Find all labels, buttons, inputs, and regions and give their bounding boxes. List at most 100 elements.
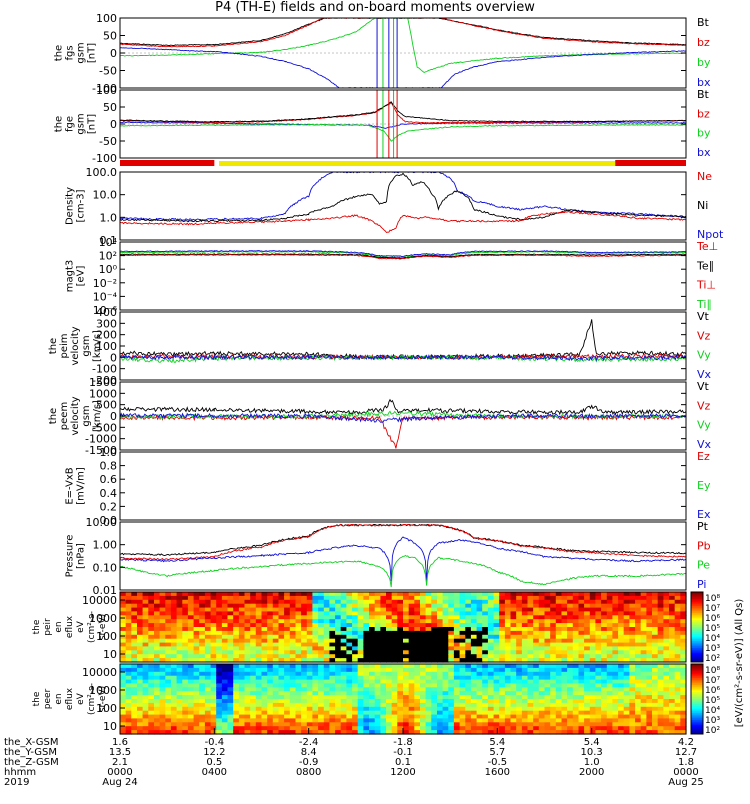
- spec-cell-peer: [550, 730, 557, 735]
- spec-cell-peer: [125, 714, 132, 720]
- spec-cell-peir: [187, 599, 195, 605]
- spec-cell-peir: [567, 615, 574, 620]
- spec-cell-peer: [465, 706, 472, 712]
- spec-cell-peer: [657, 699, 664, 704]
- spec-cell-peer: [442, 679, 449, 685]
- spec-cell-peer: [623, 722, 630, 727]
- spec-cell-peer: [527, 664, 534, 669]
- spec-cell-peer: [329, 675, 336, 681]
- spec-cell-peer: [431, 691, 438, 696]
- spec-cell-peir: [227, 638, 234, 644]
- spec-cell-peir: [635, 599, 642, 605]
- spec-cell-peer: [493, 702, 500, 708]
- spec-cell-peer: [120, 691, 127, 696]
- spec-cell-peer: [533, 726, 540, 731]
- spec-cell-peir: [374, 654, 381, 659]
- spec-cell-peir: [233, 634, 240, 640]
- spec-cell-peer: [669, 675, 676, 681]
- spec-cell-peer: [318, 726, 325, 731]
- spec-cell-peir: [606, 619, 614, 624]
- spec-cell-peer: [504, 675, 512, 681]
- spec-cell-peir: [227, 607, 234, 613]
- spec-cell-peir: [612, 592, 619, 597]
- spec-cell-peer: [210, 664, 217, 669]
- spec-cell-peir: [227, 642, 234, 648]
- spec-cell-peir: [221, 592, 229, 597]
- spec-cell-peer: [329, 706, 336, 712]
- spec-cell-peir: [504, 607, 512, 613]
- colorbar-cell-1: [691, 681, 703, 684]
- spec-cell-peer: [420, 683, 427, 688]
- spec-cell-peir: [561, 642, 568, 648]
- spec-cell-peir: [652, 603, 659, 609]
- spec-cell-peir: [476, 658, 483, 663]
- spec-cell-peer: [550, 695, 557, 700]
- spec-cell-peir: [176, 638, 183, 644]
- spec-cell-peer: [369, 691, 376, 696]
- spec-cell-peer: [329, 664, 336, 669]
- spec-cell-peir: [669, 607, 676, 613]
- spec-cell-peer: [170, 730, 178, 735]
- spec-cell-peer: [442, 687, 449, 692]
- spec-cell-peer: [306, 691, 314, 696]
- spec-cell-peir: [165, 630, 172, 636]
- spec-cell-peir: [437, 603, 444, 609]
- spec-cell-peir: [674, 630, 681, 636]
- spec-cell-peir: [453, 595, 461, 601]
- spec-cell-peer: [204, 702, 212, 708]
- spec-cell-peer: [148, 702, 155, 708]
- spec-cell-peir: [652, 607, 659, 613]
- spec-cell-peer: [516, 679, 523, 685]
- spec-cell-peir: [142, 607, 149, 613]
- spec-cell-peer: [459, 730, 466, 735]
- spec-cell-peer: [572, 687, 580, 692]
- spec-cell-peer: [408, 695, 415, 700]
- spec-cell-peer: [255, 722, 263, 727]
- spec-cell-peir: [437, 611, 444, 616]
- ylabel-peer: en: [54, 693, 64, 704]
- spec-cell-peer: [482, 667, 489, 673]
- spec-cell-peer: [289, 702, 297, 708]
- spec-cell-peir: [550, 634, 557, 640]
- spec-cell-peir: [386, 615, 393, 620]
- spec-cell-peir: [329, 603, 336, 609]
- spec-cell-peir: [657, 599, 664, 605]
- spec-cell-peir: [425, 646, 432, 651]
- spec-cell-peer: [652, 718, 659, 723]
- spec-cell-peir: [176, 592, 183, 597]
- spec-cell-peer: [623, 714, 630, 720]
- spec-cell-peer: [606, 726, 614, 731]
- spec-cell-peir: [131, 603, 138, 609]
- spec-cell-peer: [657, 683, 664, 688]
- spec-cell-peir: [482, 634, 489, 640]
- spec-cell-peer: [187, 695, 195, 700]
- spec-cell-peir: [255, 615, 263, 620]
- spec-cell-peir: [527, 646, 534, 651]
- spec-cell-peir: [221, 638, 229, 644]
- spec-cell-peir: [527, 654, 534, 659]
- spec-cell-peir: [391, 627, 398, 632]
- spec-cell-peir: [295, 619, 302, 624]
- spec-cell-peer: [606, 675, 614, 681]
- spec-cell-peir: [142, 654, 149, 659]
- spec-cell-peer: [442, 706, 449, 712]
- spec-cell-peir: [431, 595, 438, 601]
- spec-cell-peer: [487, 667, 495, 673]
- colorbar-tick-0: 10⁸: [705, 594, 720, 604]
- spec-cell-peir: [363, 603, 370, 609]
- spec-cell-peir: [233, 658, 240, 663]
- spec-cell-peir: [289, 654, 297, 659]
- colorbar-cell-0: [691, 649, 703, 652]
- spec-cell-peer: [403, 706, 410, 712]
- spec-cell-peer: [606, 695, 614, 700]
- spec-cell-peer: [284, 718, 291, 723]
- spec-cell-peer: [533, 691, 540, 696]
- spec-cell-peer: [403, 726, 410, 731]
- spec-cell-peer: [204, 695, 212, 700]
- spec-cell-peir: [442, 634, 449, 640]
- spec-cell-peer: [606, 667, 614, 673]
- spec-cell-peer: [120, 667, 127, 673]
- spec-cell-peir: [323, 595, 331, 601]
- spec-cell-peir: [346, 607, 353, 613]
- spec-cell-peer: [567, 687, 574, 692]
